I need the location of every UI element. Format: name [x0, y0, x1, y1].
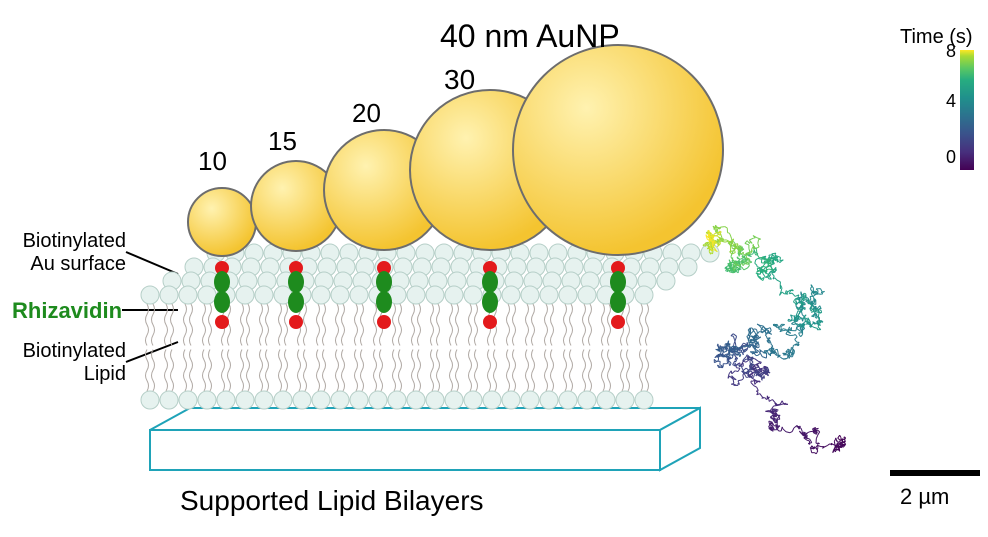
- label-biotin-au-line1: Biotinylated: [23, 230, 126, 252]
- aunp-size-label: 30: [444, 64, 475, 96]
- aunp-size-label: 15: [268, 126, 297, 157]
- svg-layer: [0, 0, 988, 537]
- callout-lines: [122, 252, 178, 362]
- colorbar-tick: 0: [936, 147, 956, 168]
- label-supported-bilayer-text: Supported Lipid Bilayers: [180, 485, 484, 516]
- label-biotin-lipid-line2: Lipid: [84, 363, 126, 385]
- label-rhizavidin: Rhizavidin: [12, 298, 122, 324]
- scale-bar-text: 2 µm: [900, 484, 949, 509]
- substrate: [150, 408, 700, 470]
- aunp-size-label: 10: [198, 146, 227, 177]
- colorbar-tick: 8: [936, 41, 956, 62]
- label-biotin-lipid-line1: Biotinylated: [23, 340, 126, 362]
- trajectory: [703, 225, 846, 454]
- scale-bar: [890, 470, 980, 476]
- label-biotin-lipid: Biotinylated Lipid: [6, 340, 126, 386]
- colorbar-tick: 4: [936, 91, 956, 112]
- label-supported-bilayer: Supported Lipid Bilayers: [180, 485, 484, 517]
- label-rhizavidin-text: Rhizavidin: [12, 298, 122, 323]
- title-aunp: 40 nm AuNP: [440, 18, 620, 55]
- colorbar: [960, 50, 974, 170]
- aunp-size-label: 20: [352, 98, 381, 129]
- scale-bar-label: 2 µm: [900, 484, 949, 510]
- label-biotin-au: Biotinylated Au surface: [6, 230, 126, 276]
- title-text: 40 nm AuNP: [440, 18, 620, 54]
- label-biotin-au-line2: Au surface: [30, 253, 126, 275]
